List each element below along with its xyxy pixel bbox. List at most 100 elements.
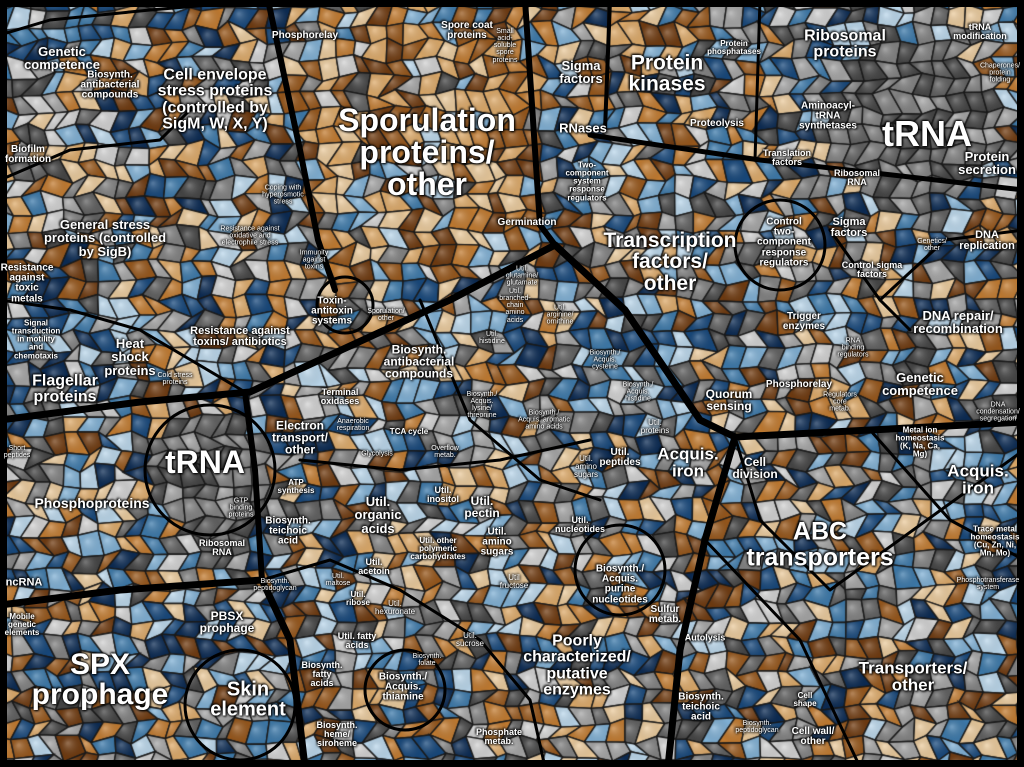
- category-label: Sporulation/ other: [367, 307, 405, 322]
- category-label: Util. maltose: [325, 572, 351, 587]
- category-label: Cell shape: [793, 690, 817, 708]
- category-label: Biosynth./ Acquis. purine nucleotides: [592, 563, 648, 606]
- category-label: Skin element: [210, 678, 286, 721]
- category-label: ncRNA: [5, 576, 43, 589]
- category-label: Util. histidine: [479, 330, 505, 345]
- category-label: Overflow metab.: [431, 444, 459, 459]
- category-label: Resistance against toxic metals: [0, 262, 54, 305]
- category-label: Metal ion homeostasis (K, Na, Ca, Mg): [895, 425, 945, 460]
- category-label: Small acid- soluble spore proteins: [492, 28, 518, 64]
- category-label: Ribosomal RNA: [833, 167, 881, 187]
- category-label: Phosphoproteins: [34, 494, 150, 511]
- category-label: Phosphate metab.: [475, 726, 523, 746]
- category-label: Sporulation proteins/ other: [338, 102, 516, 202]
- category-label: Util. inositol: [427, 484, 459, 504]
- category-label: Trigger enzymes: [782, 310, 826, 332]
- category-label: TCA cycle: [389, 426, 429, 436]
- category-label: Toxin- antitoxin systems: [311, 295, 353, 328]
- category-label: Sulfur metab.: [648, 603, 682, 625]
- category-label: Genetic competence: [882, 369, 958, 398]
- category-label: SPX prophage: [31, 648, 169, 711]
- category-label: Protein kinases: [628, 51, 706, 96]
- category-label: Heat shock proteins: [104, 336, 156, 378]
- category-label: Biosynth./ Acquis. cysteine: [589, 349, 621, 371]
- category-label: Util. acetoin: [358, 556, 390, 576]
- category-label: Util. hexuronate: [374, 598, 416, 616]
- category-label: Terminal oxidases: [320, 386, 360, 406]
- category-label: ATP synthesis: [277, 477, 315, 495]
- category-label: Regulators core metab.: [823, 391, 857, 413]
- category-label: Util. ribose: [345, 589, 371, 607]
- category-label: Biofilm formation: [4, 143, 52, 165]
- category-label: RNases: [559, 120, 607, 136]
- category-label: Germination: [497, 216, 557, 228]
- category-label: Biosynth. peptidoglycan: [253, 577, 297, 592]
- category-label: Biosynth./ Acquis. lysine/ threonine: [466, 390, 498, 420]
- category-label: Quorum sensing: [705, 386, 753, 413]
- category-label: Biosynth. peptidoglycan: [735, 719, 779, 734]
- category-label: Proteolysis: [690, 117, 744, 129]
- category-label: Phosphotransferase system: [956, 576, 1020, 591]
- category-label: Coping with hyperosmotic stress: [262, 184, 304, 206]
- category-label: Util. amino sugars: [573, 453, 599, 480]
- category-label: RNA binding regulators: [837, 337, 869, 359]
- category-label: Control two- component response regulato…: [757, 216, 811, 269]
- category-label: Autolysis: [684, 632, 726, 643]
- category-label: Control sigma factors: [841, 259, 903, 279]
- category-label: Spore coat proteins: [441, 19, 493, 41]
- category-label: Util. organic acids: [354, 494, 402, 536]
- category-label: DNA replication: [959, 228, 1015, 252]
- category-label: Cell division: [732, 454, 778, 481]
- category-label: Resistance against oxidative and electro…: [220, 225, 280, 247]
- category-label: Aminoacyl- tRNA synthetases: [799, 100, 857, 133]
- category-label: Trace metal homeostasis (Cu, Zn, Ni, Mn,…: [970, 524, 1020, 559]
- category-label: Protein secretion: [958, 148, 1016, 177]
- category-label: Biosynth./ Acquis. histidine: [622, 381, 654, 403]
- category-label: Util. nucleotides: [554, 514, 606, 534]
- category-label: PBSX prophage: [199, 608, 255, 635]
- category-label: Poorly characterized/ putative enzymes: [523, 632, 631, 699]
- category-label: Util fructose: [499, 572, 529, 590]
- category-label: Immunity against toxins: [299, 249, 329, 271]
- category-label: Biosynth. heme/ siroheme: [316, 720, 358, 749]
- category-label: Phosphorelay: [765, 378, 833, 390]
- category-label: Util. proteins: [640, 417, 670, 435]
- category-label: Genetic competence: [24, 43, 100, 72]
- category-label: Cold stress proteins: [157, 371, 193, 386]
- category-label: Mobile genetic elements: [4, 611, 40, 638]
- category-label: Biosynth./ Acquis. aromatic amino acids: [518, 409, 570, 431]
- category-label: Sigma factors: [559, 57, 603, 86]
- category-label: Sigma factors: [830, 215, 868, 239]
- category-label: Util. peptides: [599, 446, 641, 468]
- category-label: Biosynth. teichoic acid: [265, 515, 311, 548]
- category-label: Acquis. iron: [947, 461, 1009, 498]
- category-label: Phosphorelay: [271, 29, 339, 41]
- category-label: General stress proteins (controlled by S…: [43, 217, 167, 259]
- category-label: Util. sucrose: [455, 630, 485, 648]
- category-label: Util. fatty acids: [337, 630, 377, 650]
- category-label: Transporters/ other: [858, 658, 968, 695]
- category-label: Biosynth. teichoic acid: [678, 691, 724, 724]
- category-label: GTP binding proteins: [228, 497, 254, 519]
- category-label: tRNA modification: [953, 21, 1007, 41]
- category-label: Electron transport/ other: [271, 418, 329, 458]
- category-label: Resistance against toxins/ antibiotics: [190, 324, 290, 348]
- category-label: Acquis. iron: [657, 444, 719, 481]
- category-label: tRNA: [165, 444, 245, 480]
- category-label: Ribosomal RNA: [198, 537, 246, 557]
- category-label: Glycolysis: [361, 450, 393, 458]
- category-label: Chaperones/ protein folding: [979, 62, 1021, 84]
- category-label: Protein phosphatases: [707, 38, 761, 56]
- category-label: Util. glutamine/ glutamate: [505, 265, 539, 287]
- category-label: tRNA: [882, 113, 972, 154]
- category-label: Util. other polymeric carbohydrates: [410, 535, 466, 562]
- category-label: Biosynth./ Acquis. thiamine: [378, 671, 428, 704]
- category-label: Genetics/ other: [917, 237, 947, 252]
- category-label: ABC transporters: [746, 517, 894, 571]
- category-label: Biosynth. antibacterial compounds: [383, 342, 455, 382]
- category-label: Biosynth. folate: [412, 652, 442, 667]
- category-label: DNA repair/ recombination: [913, 307, 1003, 336]
- category-label: Cell wall/ other: [791, 725, 835, 747]
